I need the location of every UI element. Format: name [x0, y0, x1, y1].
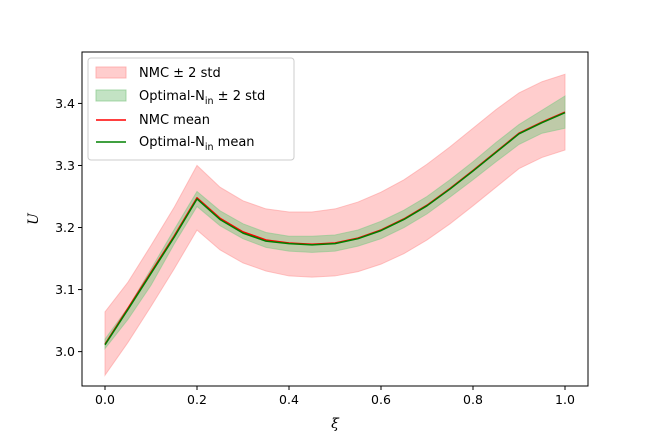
y-tick-label: 3.3: [55, 158, 75, 173]
y-tick-label: 3.4: [55, 96, 75, 111]
legend-entry-optimal-band: Optimal-Nin ± 2 std: [95, 89, 265, 107]
x-tick-label: 0.6: [371, 392, 391, 407]
y-tick-label: 3.1: [55, 282, 75, 297]
legend: NMC ± 2 std Optimal-Nin ± 2 std NMC mean Op…: [87, 57, 295, 161]
legend-entry-optimal-mean: Optimal-Nin mean: [96, 135, 255, 153]
x-tick-label: 1.0: [555, 392, 575, 407]
y-tick-label: 3.0: [55, 344, 75, 359]
optimal-nin-std-band: [104, 95, 566, 350]
optimal-nin-mean-line: [104, 112, 566, 346]
plot-frame: [81, 51, 589, 387]
legend-box: [87, 57, 295, 161]
legend-swatch: [95, 89, 127, 102]
y-axis: 3.0 3.1 3.2 3.3 3.4: [55, 96, 82, 359]
legend-entry-nmc-mean: NMC mean: [96, 113, 210, 128]
legend-entry-nmc-band: NMC ± 2 std: [95, 66, 221, 81]
y-tick-label: 3.2: [55, 220, 75, 235]
x-tick-label: 0.4: [279, 392, 299, 407]
legend-label: NMC mean: [139, 113, 210, 128]
x-tick-label: 0.8: [463, 392, 483, 407]
x-axis-label: ξ: [331, 416, 340, 432]
legend-swatch: [95, 66, 127, 79]
x-axis: 0.0 0.2 0.4 0.6 0.8 1.0: [95, 386, 575, 407]
legend-label: NMC ± 2 std: [139, 66, 221, 81]
legend-label: Optimal-Nin ± 2 std: [139, 89, 265, 107]
legend-label: Optimal-Nin mean: [139, 135, 255, 153]
x-tick-label: 0.2: [187, 392, 207, 407]
nmc-std-band: [104, 73, 566, 377]
mean-lines-layer: [104, 111, 566, 346]
y-axis-label: U: [26, 212, 42, 225]
x-tick-label: 0.0: [95, 392, 115, 407]
bands-layer: [104, 73, 566, 377]
